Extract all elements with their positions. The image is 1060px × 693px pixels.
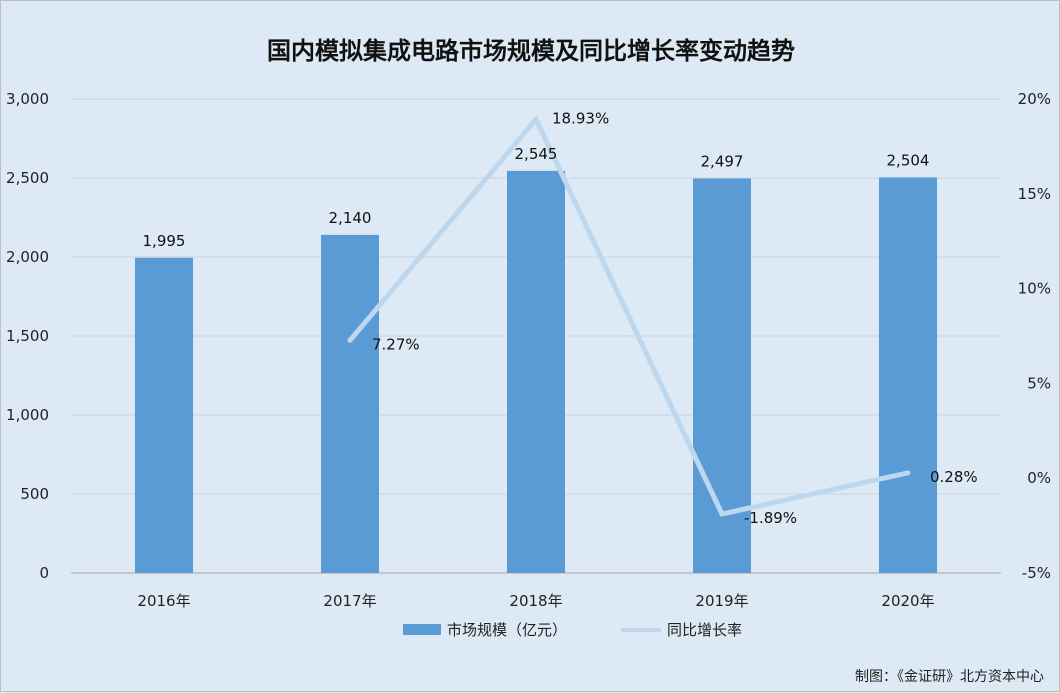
right-axis-tick-label: 0% xyxy=(1027,469,1051,487)
line-data-label: -1.89% xyxy=(744,509,797,527)
legend-label-bar: 市场规模（亿元） xyxy=(447,621,567,639)
x-axis-tick-label: 2017年 xyxy=(323,592,376,610)
bar xyxy=(135,257,193,573)
legend: 市场规模（亿元） 同比增长率 xyxy=(403,621,742,639)
left-axis-tick-label: 2,000 xyxy=(6,248,49,266)
bar-data-labels: 1,995 2,140 2,545 2,497 2,504 xyxy=(143,145,930,250)
line-point xyxy=(349,339,351,341)
line-point xyxy=(721,513,723,515)
line-data-labels: 7.27% 18.93% -1.89% 0.28% xyxy=(372,109,978,527)
line-data-label: 18.93% xyxy=(552,109,609,127)
left-axis-tick-label: 1,500 xyxy=(6,327,49,345)
left-axis-tick-label: 0 xyxy=(39,564,49,582)
x-axis-tick-label: 2019年 xyxy=(695,592,748,610)
chart-title: 国内模拟集成电路市场规模及同比增长率变动趋势 xyxy=(267,37,795,65)
bar-data-label: 2,545 xyxy=(515,145,558,163)
bar-series xyxy=(135,170,937,574)
left-axis-tick-label: 1,000 xyxy=(6,406,49,424)
line-data-label: 0.28% xyxy=(930,468,978,486)
line-data-label: 7.27% xyxy=(372,335,420,353)
bar xyxy=(321,234,379,573)
bar-data-label: 1,995 xyxy=(143,232,186,250)
bar xyxy=(507,170,565,573)
line-point xyxy=(907,472,909,474)
right-axis-tick-label: 5% xyxy=(1027,374,1051,392)
bar-data-label: 2,497 xyxy=(701,152,744,170)
right-axis-tick-label: 20% xyxy=(1018,90,1051,108)
legend-label-line: 同比增长率 xyxy=(667,621,742,639)
x-axis-tick-label: 2020年 xyxy=(881,592,934,610)
x-axis-ticks: 2016年 2017年 2018年 2019年 2020年 xyxy=(137,592,934,610)
left-axis-tick-label: 3,000 xyxy=(6,90,49,108)
line-point xyxy=(535,118,537,120)
left-axis-tick-label: 500 xyxy=(20,485,49,503)
source-credit: 制图：《金证研》北方资本中心 xyxy=(855,669,1044,685)
left-axis-tick-label: 2,500 xyxy=(6,169,49,187)
legend-swatch-bar xyxy=(403,624,441,635)
growth-rate-line xyxy=(347,114,911,517)
right-axis-tick-label: -5% xyxy=(1022,564,1051,582)
right-axis-tick-label: 10% xyxy=(1018,280,1051,298)
right-axis-ticks: -5% 0% 5% 10% 15% 20% xyxy=(1018,90,1051,582)
x-axis-tick-label: 2018年 xyxy=(509,592,562,610)
right-axis-tick-label: 15% xyxy=(1018,185,1051,203)
bar xyxy=(879,177,937,574)
left-axis-ticks: 0 500 1,000 1,500 2,000 2,500 3,000 xyxy=(6,90,49,582)
x-axis-tick-label: 2016年 xyxy=(137,592,190,610)
bar-data-label: 2,504 xyxy=(887,151,930,169)
line-series xyxy=(347,114,911,517)
bar-data-label: 2,140 xyxy=(329,209,372,227)
